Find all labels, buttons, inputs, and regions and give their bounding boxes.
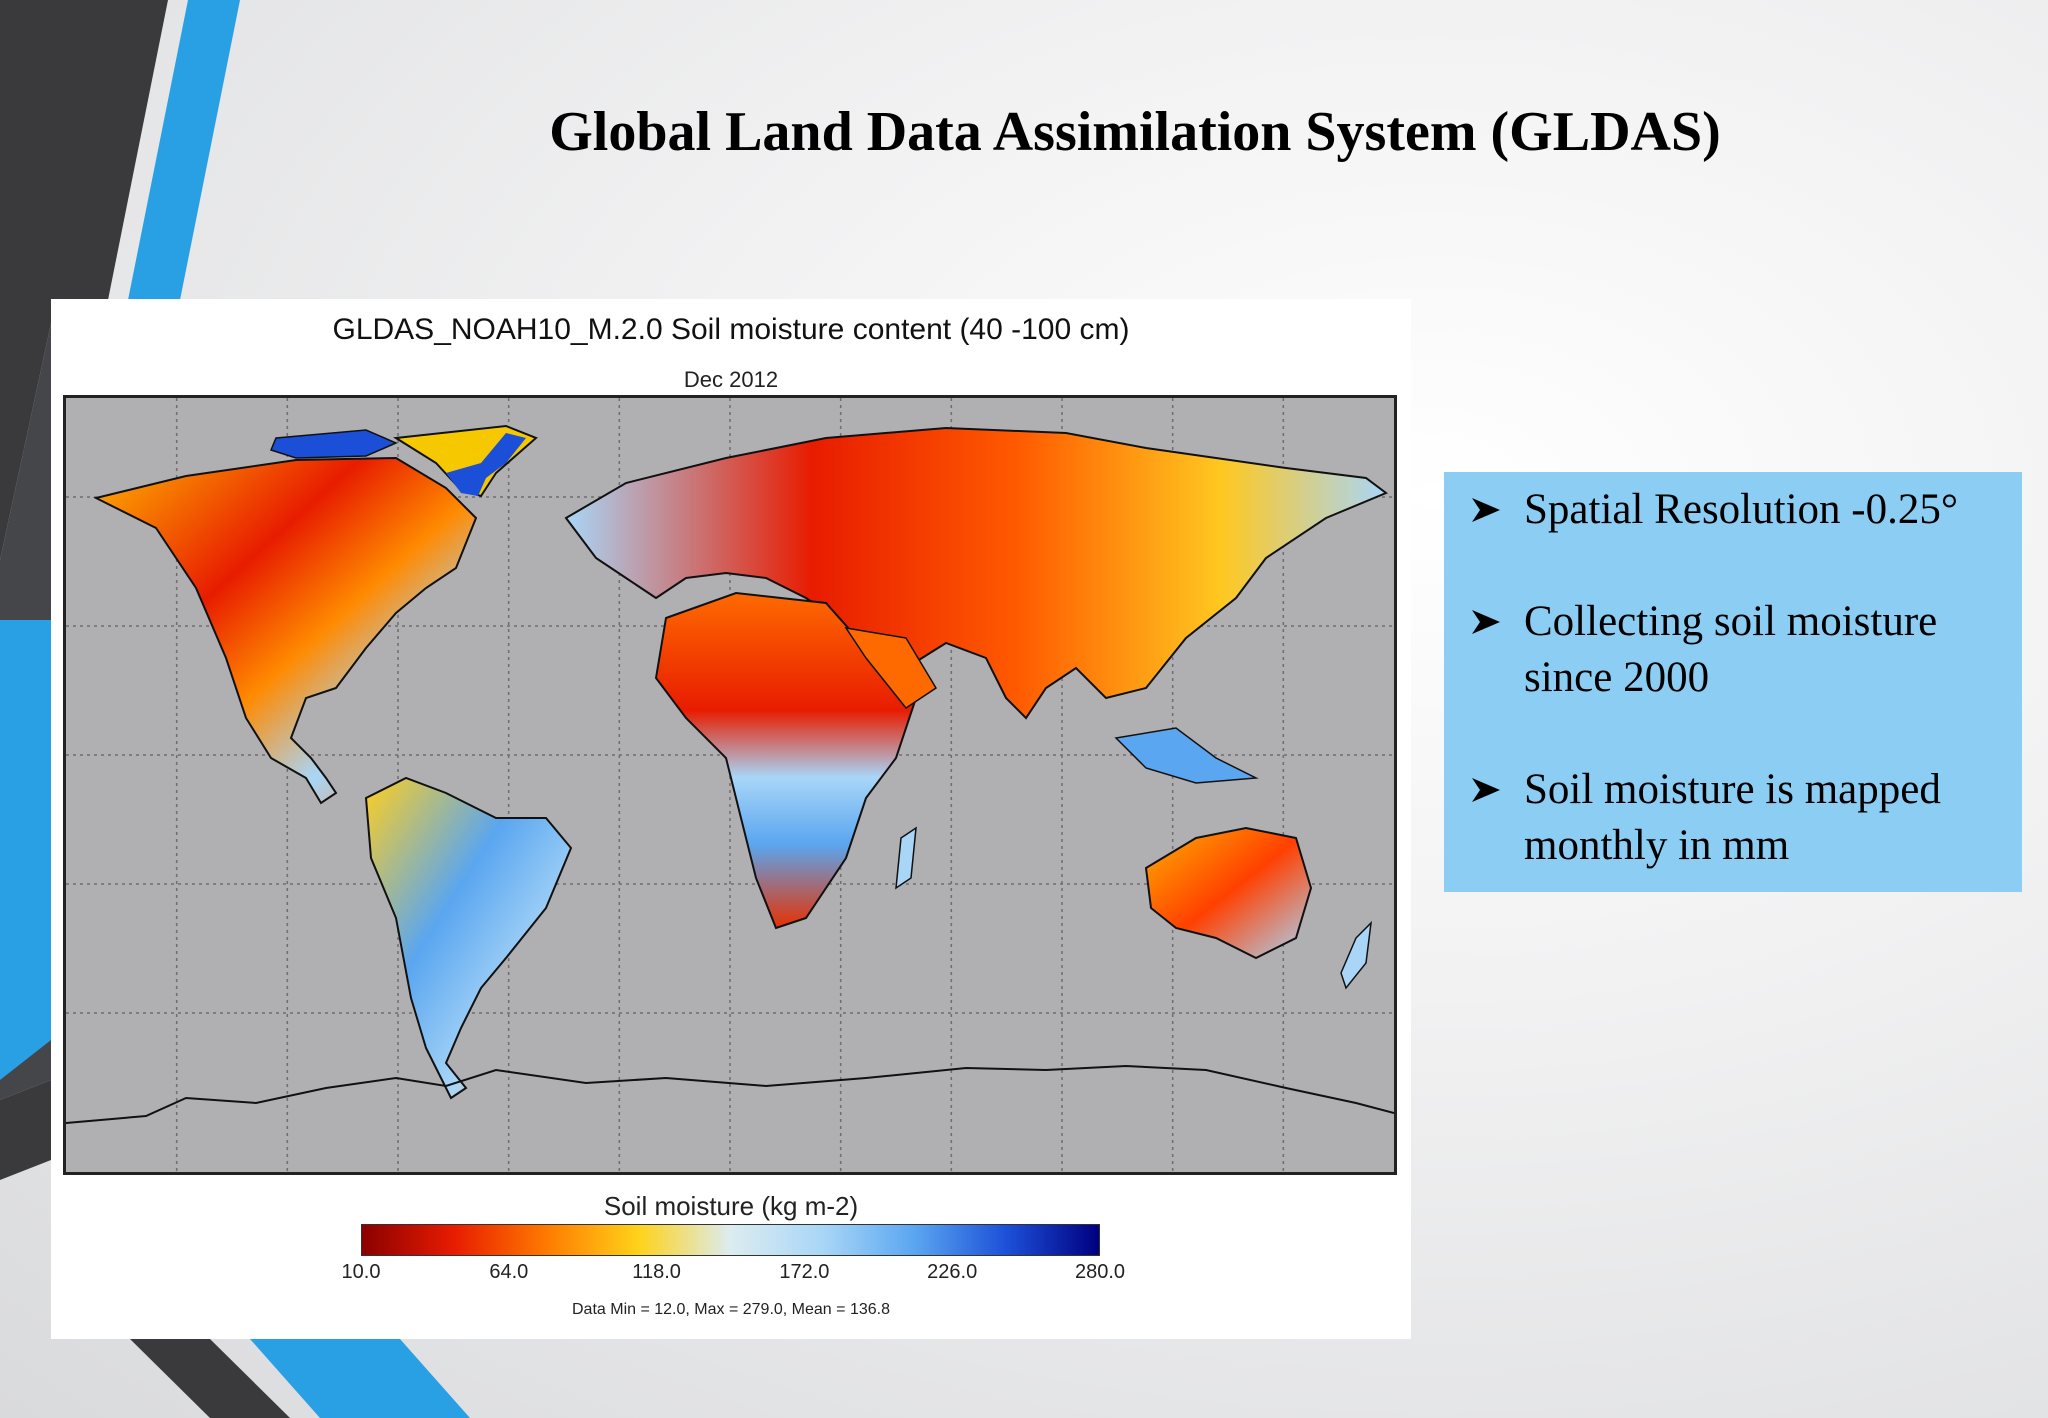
colorbar-tick-label: 118.0: [632, 1261, 681, 1283]
greenland-ice-edge: [446, 433, 526, 496]
bullet-line: since 2000: [1524, 654, 1710, 701]
bullet-line: Spatial Resolution -0.25°: [1524, 486, 1959, 533]
map-subtitle: Dec 2012: [683, 367, 779, 392]
bullet-line: Collecting soil moisture: [1524, 598, 1938, 645]
colorbar-tick-label: 10.0: [341, 1261, 381, 1283]
soil-moisture-figure: GLDAS_NOAH10_M.2.0 Soil moisture content…: [51, 299, 1411, 1339]
world-map-frame: [63, 395, 1397, 1175]
south-america-landmass: [364, 776, 573, 1100]
arrowhead-bullet-icon: [1472, 610, 1500, 634]
arrowhead-bullet-icon: [1472, 778, 1500, 802]
legend-title: Soil moisture (kg m-2): [603, 1191, 859, 1221]
colorbar-tick-label: 64.0: [489, 1261, 529, 1283]
bullet-item: Collecting soil moisture since 2000: [1444, 594, 2022, 706]
bullet-line: Soil moisture is mapped: [1524, 766, 1941, 813]
madagascar-landmass: [895, 826, 917, 890]
bullet-item: Spatial Resolution -0.25°: [1444, 482, 2022, 538]
bullet-line: monthly in mm: [1524, 822, 1790, 869]
arrowhead-bullet-icon: [1472, 498, 1500, 522]
map-title: GLDAS_NOAH10_M.2.0 Soil moisture content…: [332, 313, 1130, 346]
slide-title: Global Land Data Assimilation System (GL…: [549, 101, 1721, 163]
data-statistics: Data Min = 12.0, Max = 279.0, Mean = 136…: [572, 1301, 890, 1318]
southeast-asia-islands: [1114, 727, 1259, 784]
new-zealand-landmass: [1340, 920, 1373, 990]
bullet-item: Soil moisture is mapped monthly in mm: [1444, 762, 2022, 874]
colorbar: [361, 1224, 1100, 1256]
eurasia-landmass: [564, 426, 1388, 720]
colorbar-tick-label: 280.0: [1074, 1261, 1126, 1283]
antarctica-outline: [66, 1064, 1394, 1124]
colorbar-tick-label: 172.0: [779, 1261, 830, 1283]
africa-landmass: [654, 591, 918, 930]
world-soil-moisture-map: [66, 398, 1394, 1172]
colorbar-tick-label: 226.0: [927, 1261, 978, 1283]
arabia-landmass: [844, 626, 938, 710]
arctic-islands: [269, 429, 398, 459]
north-america-landmass: [93, 456, 478, 805]
info-box: Spatial Resolution -0.25° Collecting soi…: [1444, 472, 2022, 892]
australia-landmass: [1144, 826, 1313, 960]
